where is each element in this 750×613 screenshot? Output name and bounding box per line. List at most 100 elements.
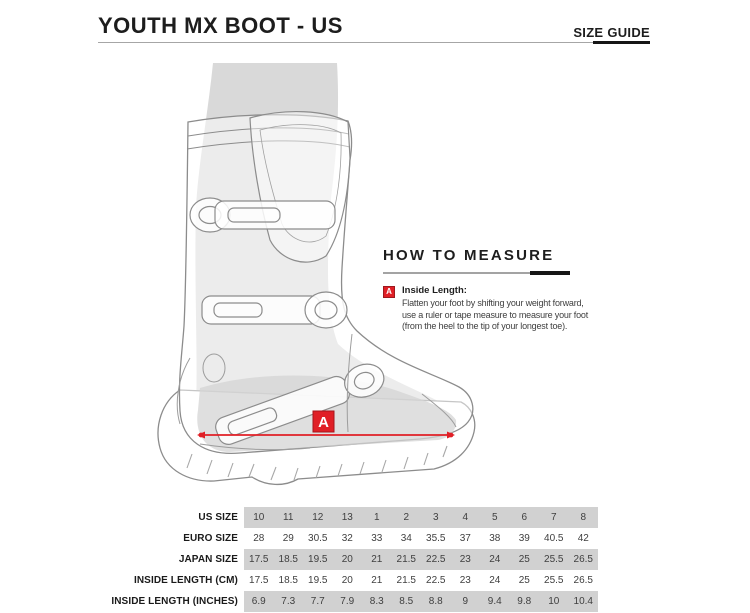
table-row: INSIDE LENGTH (INCHES) 6.9 7.3 7.7 7.9 8.3 8.5…	[0, 591, 598, 612]
section-divider-accent	[530, 271, 570, 275]
table-cell: 8	[580, 512, 587, 523]
table-cell: 12	[312, 512, 324, 523]
table-row: INSIDE LENGTH (CM) 17.5 18.5 19.5 20 21 21.5 22…	[0, 570, 598, 591]
table-cell: 5	[491, 512, 498, 523]
table-cell: 25.5	[544, 575, 564, 586]
table-cell: 24	[489, 554, 501, 565]
table-cell: 34	[400, 533, 412, 544]
table-cell: 22.5	[426, 575, 446, 586]
table-cell: 32	[341, 533, 353, 544]
page-title: YOUTH MX BOOT - US	[98, 13, 343, 38]
table-cell: 37	[459, 533, 471, 544]
marker-a-badge: A	[383, 286, 395, 298]
table-cell: 40.5	[544, 533, 564, 544]
table-cell: 8.3	[369, 596, 384, 607]
sole-tread-marks	[186, 445, 448, 481]
table-cell: 21	[371, 554, 383, 565]
boot-illustration: A	[157, 63, 476, 486]
size-table-body: US SIZE 10 11 12 13 1 2 3 4 5 6 7 8 EURO SIZE 28 29 30.5…	[0, 507, 598, 612]
table-row: JAPAN SIZE 17.5 18.5 19.5 20 21 21.5 22.5 23 24 25…	[0, 549, 598, 570]
table-cell: 25	[518, 554, 530, 565]
table-cell: 20	[341, 575, 353, 586]
table-cell: 39	[518, 533, 530, 544]
buckle-middle	[201, 291, 348, 329]
table-cell: 20	[341, 554, 353, 565]
table-cell: 26.5	[573, 554, 593, 565]
row-label: INSIDE LENGTH (INCHES)	[111, 596, 238, 607]
table-cell: 23	[459, 554, 471, 565]
row-label: EURO SIZE	[183, 533, 238, 544]
table-cell: 22.5	[426, 554, 446, 565]
table-cell: 18.5	[278, 575, 298, 586]
table-cell: 6.9	[251, 596, 266, 607]
table-cell: 29	[282, 533, 294, 544]
measure-instruction-item: A Inside Length: Flatten your foot by sh…	[383, 285, 593, 333]
buckle-instep	[215, 363, 385, 445]
table-cell: 10	[548, 596, 560, 607]
table-cell: 26.5	[573, 575, 593, 586]
table-cell: 17.5	[249, 575, 269, 586]
row-label: JAPAN SIZE	[178, 554, 238, 565]
table-cell: 35.5	[426, 533, 446, 544]
table-cell: 13	[341, 512, 353, 523]
table-cell: 9	[462, 596, 469, 607]
size-guide-label: SIZE GUIDE	[573, 25, 650, 40]
table-cell: 19.5	[308, 554, 328, 565]
table-cell: 30.5	[308, 533, 328, 544]
table-cell: 2	[403, 512, 410, 523]
table-cell: 33	[371, 533, 383, 544]
header-divider	[98, 41, 650, 44]
table-cell: 3	[432, 512, 439, 523]
table-cell: 9.4	[487, 596, 502, 607]
table-cell: 25.5	[544, 554, 564, 565]
buckle-upper	[189, 197, 336, 233]
table-cell: 10.4	[573, 596, 593, 607]
row-label: US SIZE	[198, 512, 238, 523]
table-cell: 18.5	[278, 554, 298, 565]
table-cell: 1	[373, 512, 380, 523]
header-divider-accent	[593, 41, 650, 44]
row-cells: 10 11 12 13 1 2 3 4 5 6 7 8	[244, 507, 598, 528]
table-cell: 23	[459, 575, 471, 586]
cuff-lines	[186, 127, 351, 150]
table-cell: 28	[253, 533, 265, 544]
measure-point-label: A	[318, 414, 329, 431]
table-cell: 9.8	[517, 596, 532, 607]
how-to-measure-section: HOW TO MEASURE A Inside Length: Flatten …	[383, 247, 593, 333]
table-row: EURO SIZE 28 29 30.5 32 33 34 35.5 37 38 39 40.5 42	[0, 528, 598, 549]
section-divider	[383, 271, 570, 275]
table-cell: 8.5	[399, 596, 414, 607]
measure-instruction-text: Inside Length: Flatten your foot by shif…	[402, 285, 594, 333]
table-cell: 19.5	[308, 575, 328, 586]
table-cell: 7.3	[281, 596, 296, 607]
row-label: INSIDE LENGTH (CM)	[133, 575, 238, 586]
boot-outline	[178, 114, 474, 455]
table-cell: 42	[577, 533, 589, 544]
seam-lines	[176, 333, 457, 451]
row-cells: 17.5 18.5 19.5 20 21 21.5 22.5 23 24 25 25.5 26.5	[244, 570, 598, 591]
measure-point-badge	[312, 410, 335, 433]
table-cell: 6	[521, 512, 528, 523]
table-cell: 7.9	[340, 596, 355, 607]
table-cell: 25	[518, 575, 530, 586]
table-cell: 10	[253, 512, 265, 523]
table-cell: 7	[550, 512, 557, 523]
table-cell: 38	[489, 533, 501, 544]
row-cells: 6.9 7.3 7.7 7.9 8.3 8.5 8.8 9 9.4 9.8 10 10.4	[244, 591, 598, 612]
table-row: US SIZE 10 11 12 13 1 2 3 4 5 6 7 8	[0, 507, 598, 528]
table-cell: 11	[283, 512, 294, 523]
table-cell: 17.5	[249, 554, 269, 565]
how-to-measure-heading: HOW TO MEASURE	[383, 247, 555, 264]
table-cell: 21.5	[396, 575, 416, 586]
table-cell: 24	[489, 575, 501, 586]
row-cells: 28 29 30.5 32 33 34 35.5 37 38 39 40.5 42	[244, 528, 598, 549]
table-cell: 21.5	[396, 554, 416, 565]
table-cell: 8.8	[428, 596, 443, 607]
instruction-body: Flatten your foot by shifting your weigh…	[402, 298, 589, 332]
table-cell: 4	[462, 512, 469, 523]
instruction-title: Inside Length:	[402, 285, 467, 296]
row-cells: 17.5 18.5 19.5 20 21 21.5 22.5 23 24 25 25.5 26.5	[244, 549, 598, 570]
measurement-arrow: A	[197, 410, 455, 439]
table-cell: 21	[371, 575, 383, 586]
